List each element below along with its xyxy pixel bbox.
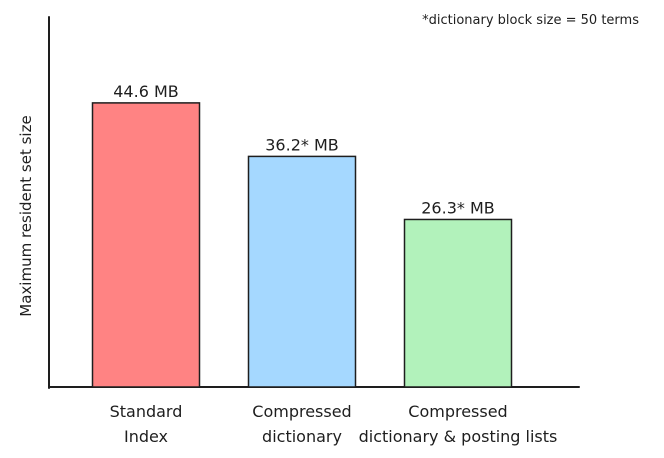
bar-3 bbox=[403, 218, 513, 388]
category-label-1-line-2: Index bbox=[124, 427, 168, 446]
block-size-note: *dictionary block size = 50 terms bbox=[422, 13, 639, 28]
category-label-3-line-1: Compressed bbox=[408, 402, 507, 421]
bar-1 bbox=[91, 102, 201, 388]
category-label-2-line-2: dictionary bbox=[262, 427, 342, 446]
y-axis-label: Maximum resident set size bbox=[17, 115, 35, 316]
bars-group: 44.6 MB Standard Index 36.2* MB Compressed di… bbox=[91, 82, 558, 446]
bar-value-label-3: 26.3* MB bbox=[421, 198, 495, 217]
bar-value-label-2: 36.2* MB bbox=[265, 135, 339, 154]
bar-2 bbox=[247, 155, 357, 388]
category-label-3-line-2: dictionary & posting lists bbox=[359, 427, 558, 446]
category-label-2-line-1: Compressed bbox=[252, 402, 351, 421]
bar-value-label-1: 44.6 MB bbox=[113, 82, 179, 101]
category-label-1-line-1: Standard bbox=[110, 402, 183, 421]
